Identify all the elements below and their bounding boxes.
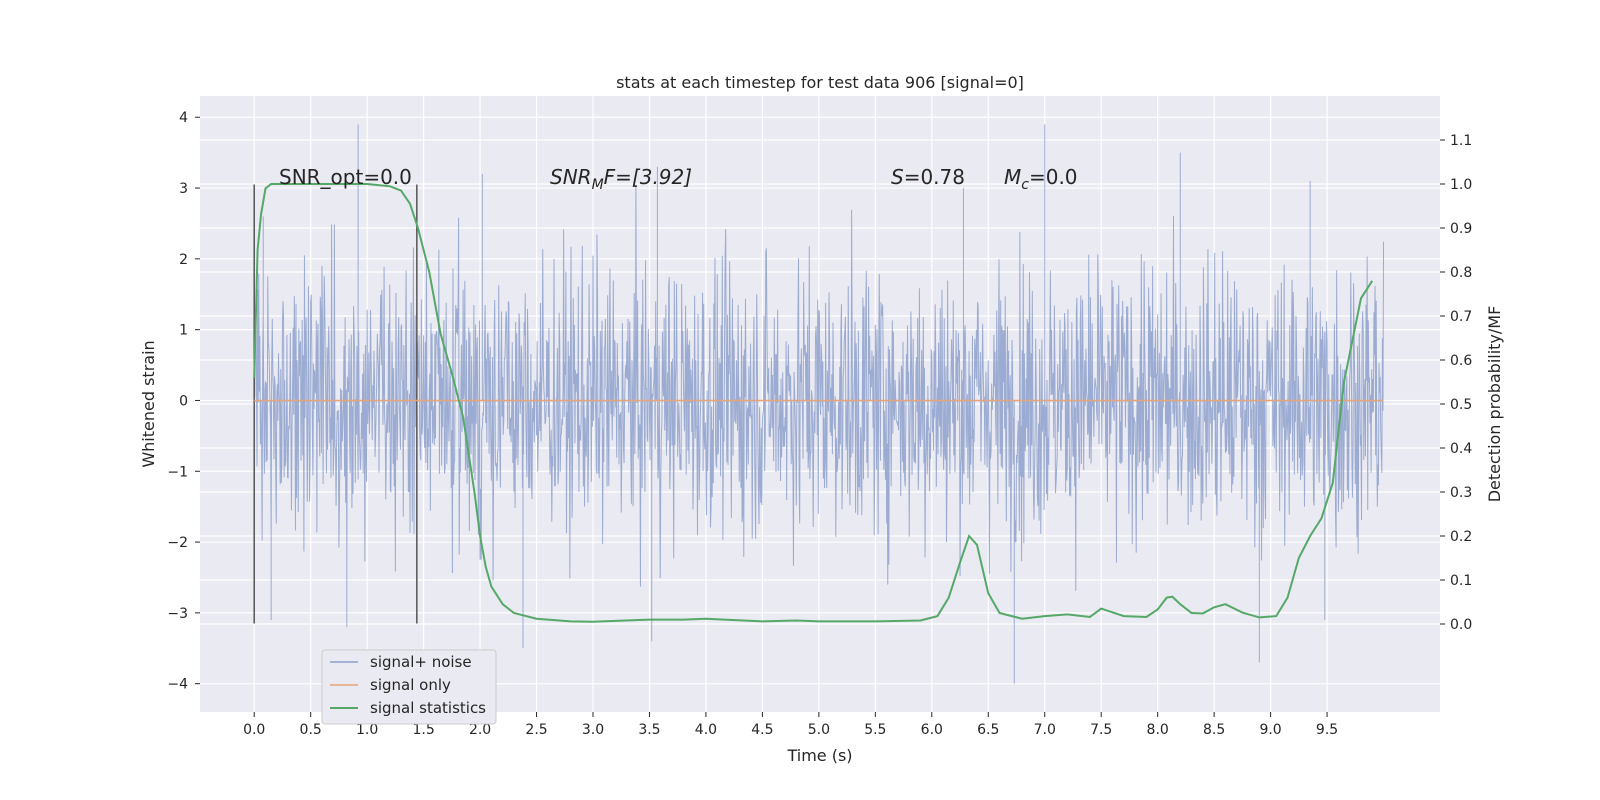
y-axis-ticks: 4 3 2 1 0 −1 −2 −3 −4 xyxy=(167,110,200,693)
x-tick-label: 8.0 xyxy=(1147,722,1169,738)
x-tick-label: 1.5 xyxy=(412,722,434,738)
x-tick-label: 9.5 xyxy=(1316,722,1338,738)
snr-mf-main: SNR xyxy=(550,165,592,189)
x-tick-label: 8.5 xyxy=(1203,722,1225,738)
x-tick-label: 0.0 xyxy=(243,722,265,738)
s-rest: =0.78 xyxy=(904,165,965,189)
signal-noise-line xyxy=(253,124,1385,684)
x-tick-label: 4.5 xyxy=(751,722,773,738)
x-axis-label: Time (s) xyxy=(786,746,852,765)
mc-annotation: Mc=0.0 xyxy=(1004,165,1078,193)
y-right-tick-label: 0.0 xyxy=(1450,617,1472,633)
y-right-tick-label: 1.1 xyxy=(1450,133,1472,149)
signal-statistics-series xyxy=(253,183,1374,623)
s-annotation: S=0.78 xyxy=(891,165,965,189)
y-right-tick-label: 0.1 xyxy=(1450,573,1472,589)
signal-statistics-line xyxy=(253,183,1374,623)
legend-box xyxy=(321,649,497,725)
snr-mf-annotation: SNRMF=[3.92] xyxy=(550,165,692,193)
x-tick-label: 7.5 xyxy=(1090,722,1112,738)
y-right-tick-label: 0.4 xyxy=(1450,441,1472,457)
legend-label-signal-statistics: signal statistics xyxy=(370,699,486,717)
legend-label-signal-only: signal only xyxy=(370,676,451,694)
y-tick-label: −1 xyxy=(167,464,188,480)
x-tick-label: 3.5 xyxy=(638,722,660,738)
x-tick-label: 2.0 xyxy=(469,722,491,738)
y-right-axis-label: Detection probability/MF xyxy=(1485,306,1504,503)
y-tick-label: 0 xyxy=(179,393,188,409)
mc-sub: c xyxy=(1021,177,1029,193)
x-tick-label: 1.0 xyxy=(356,722,378,738)
y-right-tick-label: 0.9 xyxy=(1450,221,1472,237)
y-right-tick-label: 0.6 xyxy=(1450,353,1472,369)
legend: signal+ noise signal only signal statist… xyxy=(321,649,497,725)
x-tick-label: 5.5 xyxy=(864,722,886,738)
x-tick-label: 5.0 xyxy=(808,722,830,738)
y-right-tick-label: 0.3 xyxy=(1450,485,1472,501)
y-right-tick-label: 0.2 xyxy=(1450,529,1472,545)
x-tick-label: 3.0 xyxy=(582,722,604,738)
x-tick-label: 7.0 xyxy=(1034,722,1056,738)
y-tick-label: −2 xyxy=(167,535,188,551)
y-right-tick-label: 1.0 xyxy=(1450,177,1472,193)
y-right-tick-label: 0.7 xyxy=(1450,309,1472,325)
legend-label-signal-noise: signal+ noise xyxy=(370,653,472,671)
x-axis-ticks: 0.0 0.5 1.0 1.5 2.0 2.5 3.0 3.5 4.0 4.5 5.0 5.5 6.0 6… xyxy=(243,712,1338,738)
x-tick-label: 2.5 xyxy=(525,722,547,738)
mc-rest: =0.0 xyxy=(1029,165,1078,189)
x-tick-label: 4.0 xyxy=(695,722,717,738)
snr-mf-rest: F=[3.92] xyxy=(604,165,692,189)
x-tick-label: 0.5 xyxy=(300,722,322,738)
y-tick-label: 3 xyxy=(179,181,188,197)
snr-opt-annotation: SNR_opt=0.0 xyxy=(279,165,412,189)
y-right-tick-label: 0.8 xyxy=(1450,265,1472,281)
mc-main: M xyxy=(1004,165,1021,189)
x-tick-label: 9.0 xyxy=(1259,722,1281,738)
y-tick-label: 1 xyxy=(179,323,188,339)
x-tick-label: 6.0 xyxy=(921,722,943,738)
y-tick-label: −3 xyxy=(167,606,188,622)
signal-noise-series xyxy=(253,124,1385,684)
marker-lines xyxy=(253,184,418,624)
y-tick-label: 4 xyxy=(179,110,188,126)
y-tick-label: −4 xyxy=(167,677,188,693)
snr-mf-sub: M xyxy=(592,177,604,193)
chart-title: stats at each timestep for test data 906… xyxy=(616,73,1024,92)
y-right-tick-label: 0.5 xyxy=(1450,397,1472,413)
y-right-axis-ticks: 1.1 1.0 0.9 0.8 0.7 0.6 0.5 0.4 0.3 0.2 0.1 0.0 xyxy=(1440,133,1472,633)
x-tick-label: 6.5 xyxy=(977,722,999,738)
y-tick-label: 2 xyxy=(179,252,188,268)
s-main: S xyxy=(891,165,904,189)
y-axis-label: Whitened strain xyxy=(139,340,158,467)
